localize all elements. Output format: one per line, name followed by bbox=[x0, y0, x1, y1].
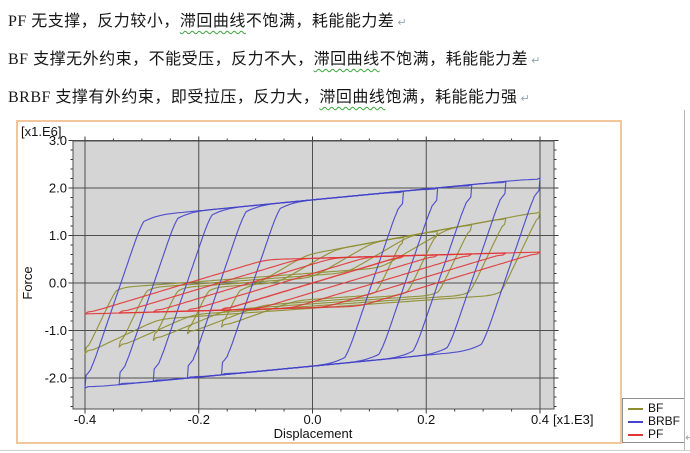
series-BF-loop bbox=[186, 230, 439, 335]
plot-border bbox=[72, 140, 555, 410]
paragraph-mark: ↵ bbox=[685, 432, 690, 444]
paragraph-mark: ↵ bbox=[397, 16, 408, 29]
x-tick-label: 0.4 bbox=[531, 412, 549, 427]
series-BF-loop bbox=[118, 217, 507, 348]
spellcheck-wavy-text: 滞回曲线 bbox=[313, 51, 380, 68]
y-tick-label: 3.0 bbox=[49, 133, 67, 148]
series-BRBF-loop bbox=[84, 177, 541, 389]
chart-legend: BF BRBF PF bbox=[622, 398, 685, 443]
paragraph-text: 饱满，耗能能力强 bbox=[385, 89, 518, 106]
y-tick-label: 2.0 bbox=[49, 181, 67, 196]
legend-label: BF bbox=[648, 401, 664, 415]
x-axis-title: Displacement bbox=[274, 426, 353, 441]
y-tick-label: -2.0 bbox=[45, 371, 67, 386]
paragraph-mark: ↵ bbox=[531, 54, 541, 67]
legend-entry-PF: PF bbox=[628, 428, 684, 441]
series-BF-loop bbox=[84, 211, 541, 355]
x-tick-label: 0.2 bbox=[417, 412, 435, 427]
x-axis-unit-label: [x1.E3] bbox=[553, 412, 593, 427]
legend-line-swatch bbox=[628, 420, 643, 423]
paragraph-mark: ↵ bbox=[520, 92, 531, 105]
y-axis-unit-label: [x1.E6] bbox=[21, 124, 61, 139]
spellcheck-wavy-text: 滞回曲线 bbox=[319, 89, 386, 106]
legend-label: BRBF bbox=[648, 414, 681, 428]
paragraph-1: PF 无支撑，反力较小，滞回曲线不饱满，耗能能力差 ↵ bbox=[8, 7, 407, 31]
page-bottom-line bbox=[0, 450, 690, 451]
paragraph-text: 不饱满，耗能能力差 bbox=[379, 51, 529, 68]
paragraph-text: PF 无支撑，反力较小， bbox=[8, 13, 180, 30]
hysteresis-chart: -0.4 -0.2 0.0 0.2 0.4 3.0 2.0 1.0 0.0 -1.0 -2.0 [x1… bbox=[16, 120, 622, 444]
legend-line-swatch bbox=[628, 433, 643, 436]
paragraph-text: BRBF 支撑有外约束，即受拉压，反力大， bbox=[8, 89, 320, 106]
y-tick-label: 0.0 bbox=[49, 276, 67, 291]
series-PF-loop bbox=[84, 251, 541, 315]
page-boundary-line bbox=[684, 110, 685, 451]
legend-entry-BF: BF bbox=[628, 402, 684, 415]
paragraph-text: 不饱满，耗能能力差 bbox=[245, 13, 395, 30]
x-tick-label: 0.0 bbox=[303, 412, 321, 427]
spellcheck-wavy-text: 滞回曲线 bbox=[179, 13, 246, 30]
paragraph-text: BF 支撑无外约束，不能受压，反力不大， bbox=[8, 51, 314, 68]
y-tick-label: -1.0 bbox=[45, 323, 67, 338]
y-tick-label: 1.0 bbox=[49, 228, 67, 243]
series-BF-loop bbox=[152, 223, 473, 341]
paragraph-3: BRBF 支撑有外约束，即受拉压，反力大，滞回曲线饱满，耗能能力强 ↵ bbox=[8, 83, 530, 107]
x-tick-label: -0.2 bbox=[188, 412, 210, 427]
x-tick-label: -0.4 bbox=[74, 412, 96, 427]
paragraph-2: BF 支撑无外约束，不能受压，反力不大，滞回曲线不饱满，耗能能力差 ↵ bbox=[8, 45, 541, 69]
y-axis-title: Force bbox=[20, 266, 35, 299]
legend-line-swatch bbox=[628, 407, 643, 410]
legend-label: PF bbox=[648, 427, 664, 441]
chart-frame-border bbox=[16, 120, 622, 444]
legend-entry-BRBF: BRBF bbox=[628, 415, 684, 428]
